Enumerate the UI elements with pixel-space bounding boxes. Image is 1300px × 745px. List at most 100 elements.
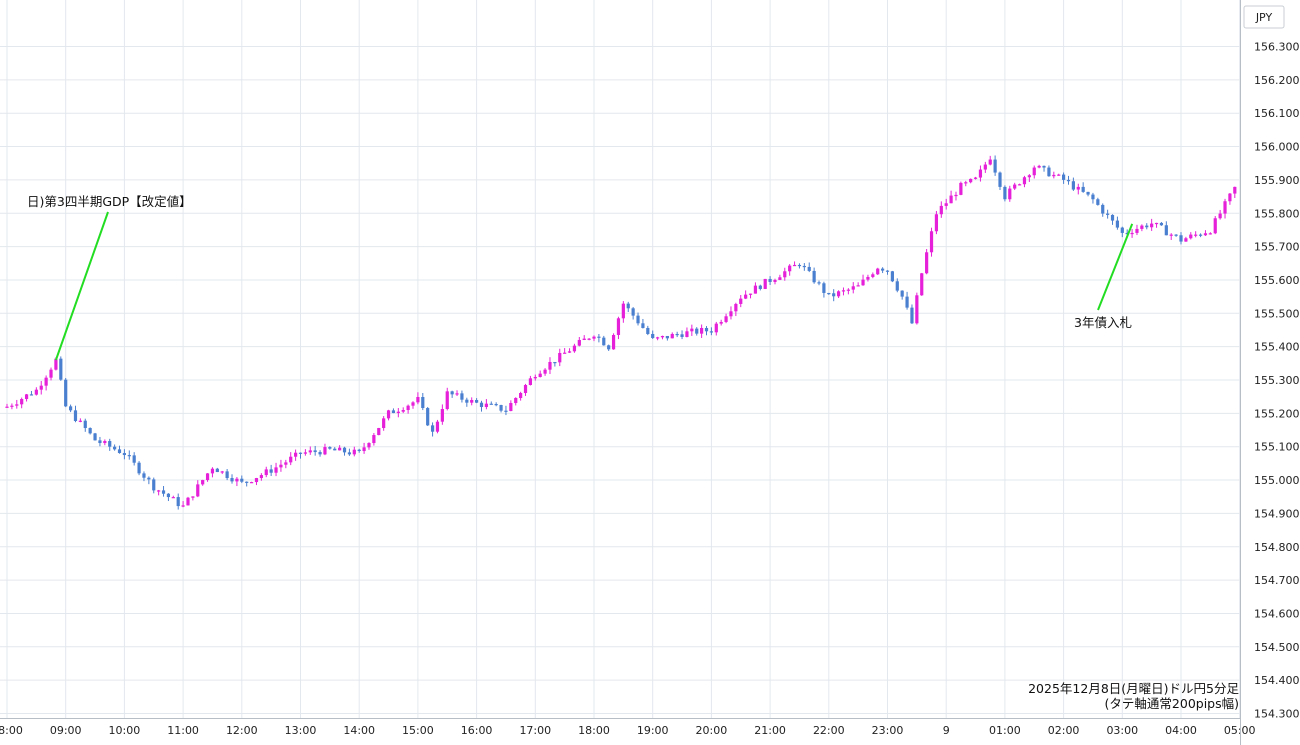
candle-body xyxy=(455,393,459,395)
candle-body xyxy=(577,339,581,346)
candle xyxy=(308,446,312,455)
candle-body xyxy=(416,397,420,403)
candle xyxy=(313,445,317,456)
candle xyxy=(969,178,973,184)
candle-body xyxy=(729,311,733,317)
candle xyxy=(196,480,200,498)
candle xyxy=(445,387,449,411)
candle-body xyxy=(1086,191,1090,195)
candle-body xyxy=(298,452,303,454)
candle-body xyxy=(450,391,454,395)
candle-body xyxy=(885,270,890,272)
y-tick-label: 155.000 xyxy=(1254,474,1300,487)
candle xyxy=(602,335,606,346)
candle-body xyxy=(10,405,14,407)
candle-body xyxy=(665,335,669,339)
candle-body xyxy=(264,469,268,476)
candle-body xyxy=(690,328,694,332)
candle-body xyxy=(1208,233,1212,235)
candle-body xyxy=(201,480,205,485)
candle xyxy=(553,361,557,367)
candle-body xyxy=(382,418,386,429)
candle xyxy=(479,400,484,412)
candle-body xyxy=(866,276,870,280)
x-tick-label: 02:00 xyxy=(1048,724,1080,737)
annotation-line-gdp xyxy=(54,211,109,361)
candle xyxy=(122,449,126,460)
candle xyxy=(563,348,567,354)
candle-body xyxy=(763,278,767,289)
candle-body xyxy=(274,467,278,473)
x-tick-label: 13:00 xyxy=(285,724,317,737)
candle xyxy=(1076,183,1080,195)
candle xyxy=(259,473,263,481)
candle-body xyxy=(856,285,860,287)
candle-body xyxy=(39,385,43,390)
annotation-bond-auction: 3年債入札 xyxy=(1074,315,1132,330)
candle xyxy=(753,282,758,294)
candle xyxy=(132,452,136,466)
candle xyxy=(783,267,787,281)
currency-label: JPY xyxy=(1255,11,1273,24)
x-tick-label: 09:00 xyxy=(50,724,82,737)
candle-body xyxy=(563,352,567,354)
y-tick-label: 156.300 xyxy=(1254,41,1300,54)
candle-body xyxy=(1013,184,1017,189)
candle xyxy=(1179,232,1183,245)
candle-body xyxy=(895,281,899,291)
candle-body xyxy=(988,159,992,165)
y-tick-label: 156.200 xyxy=(1254,74,1300,87)
candle-body xyxy=(54,358,58,370)
candle-body xyxy=(680,334,684,337)
candle xyxy=(1154,222,1159,228)
candle-body xyxy=(49,369,53,378)
candle-body xyxy=(240,478,244,482)
candle-body xyxy=(597,336,601,338)
candle xyxy=(890,270,894,283)
candle-body xyxy=(430,425,435,432)
candle-body xyxy=(479,402,484,408)
candle-body xyxy=(465,399,469,403)
candle xyxy=(201,479,205,486)
candle xyxy=(298,452,303,459)
candle-body xyxy=(1115,220,1120,228)
candle xyxy=(230,474,234,484)
candle xyxy=(959,181,963,196)
candle xyxy=(944,198,948,210)
candle xyxy=(832,289,836,302)
candle xyxy=(920,272,924,296)
candle-body xyxy=(103,441,107,444)
candle xyxy=(646,325,650,336)
candle xyxy=(1174,234,1178,237)
candle xyxy=(905,291,909,310)
candle-body xyxy=(773,279,777,282)
candle xyxy=(29,390,34,396)
candle xyxy=(98,436,102,447)
candle-body xyxy=(24,394,29,400)
candle xyxy=(881,267,885,274)
y-tick-label: 156.000 xyxy=(1254,141,1300,154)
candle xyxy=(509,400,513,412)
candle xyxy=(548,357,552,375)
candle-body xyxy=(758,285,762,289)
candle xyxy=(519,391,523,401)
candle-body xyxy=(925,252,929,274)
candle xyxy=(191,496,195,501)
y-tick-label: 154.700 xyxy=(1254,574,1300,587)
candle xyxy=(841,287,846,296)
candle-body xyxy=(528,378,533,386)
candle-body xyxy=(122,453,126,456)
candle-body xyxy=(406,405,410,411)
candle xyxy=(744,290,748,300)
candle-body xyxy=(391,410,396,414)
candle-body xyxy=(876,268,880,275)
candle-body xyxy=(191,496,195,498)
candle xyxy=(440,404,444,425)
candle-body xyxy=(411,402,415,406)
candle xyxy=(34,387,38,396)
candle xyxy=(773,278,777,285)
candle-body xyxy=(44,377,48,386)
candle xyxy=(205,473,210,482)
candle-body xyxy=(1228,193,1232,202)
candle xyxy=(1106,209,1110,219)
